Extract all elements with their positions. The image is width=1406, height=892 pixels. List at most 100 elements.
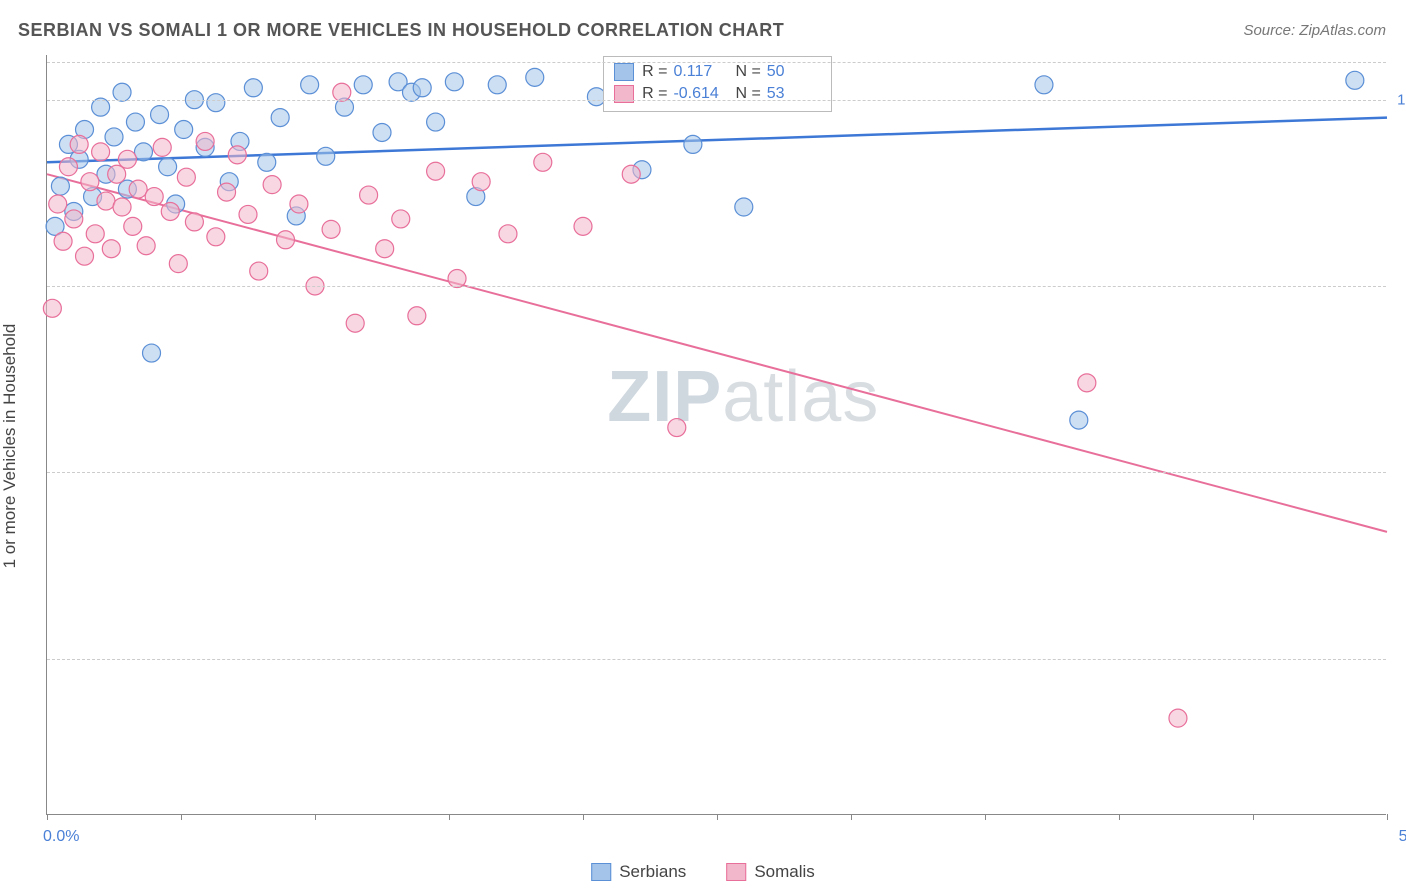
data-point bbox=[137, 237, 155, 255]
data-point bbox=[153, 138, 171, 156]
gridline bbox=[47, 100, 1386, 101]
legend-swatch bbox=[614, 63, 634, 81]
data-point bbox=[145, 188, 163, 206]
data-point bbox=[526, 68, 544, 86]
x-tick bbox=[851, 814, 852, 820]
data-point bbox=[126, 113, 144, 131]
data-point bbox=[250, 262, 268, 280]
data-point bbox=[1070, 411, 1088, 429]
data-point bbox=[376, 240, 394, 258]
data-point bbox=[207, 94, 225, 112]
legend-swatch bbox=[726, 863, 746, 881]
data-point bbox=[574, 217, 592, 235]
data-point bbox=[51, 177, 69, 195]
x-tick bbox=[1387, 814, 1388, 820]
data-point bbox=[159, 158, 177, 176]
data-point bbox=[244, 79, 262, 97]
x-axis-min-label: 0.0% bbox=[43, 828, 79, 846]
x-tick bbox=[181, 814, 182, 820]
data-point bbox=[488, 76, 506, 94]
data-point bbox=[218, 183, 236, 201]
gridline bbox=[47, 62, 1386, 63]
x-tick bbox=[717, 814, 718, 820]
data-point bbox=[65, 210, 83, 228]
plot-area: ZIPatlas 0.0% 50.0% R =0.117N =50R =-0.6… bbox=[46, 55, 1386, 815]
data-point bbox=[263, 176, 281, 194]
data-point bbox=[196, 132, 214, 150]
n-value: 50 bbox=[767, 63, 821, 81]
gridline bbox=[47, 659, 1386, 660]
y-tick-label: 87.5% bbox=[1390, 277, 1406, 294]
data-point bbox=[499, 225, 517, 243]
data-point bbox=[408, 307, 426, 325]
data-point bbox=[448, 270, 466, 288]
x-tick bbox=[449, 814, 450, 820]
data-point bbox=[271, 109, 289, 127]
plot-svg bbox=[47, 55, 1386, 814]
data-point bbox=[427, 162, 445, 180]
data-point bbox=[1035, 76, 1053, 94]
data-point bbox=[185, 213, 203, 231]
data-point bbox=[1078, 374, 1096, 392]
legend-label: Somalis bbox=[754, 862, 814, 882]
data-point bbox=[445, 73, 463, 91]
data-point bbox=[59, 158, 77, 176]
data-point bbox=[622, 165, 640, 183]
data-point bbox=[258, 153, 276, 171]
legend-label: Serbians bbox=[619, 862, 686, 882]
data-point bbox=[124, 217, 142, 235]
data-point bbox=[1346, 71, 1364, 89]
x-tick bbox=[1119, 814, 1120, 820]
data-point bbox=[290, 195, 308, 213]
y-axis-label: 1 or more Vehicles in Household bbox=[0, 324, 20, 569]
legend-stats-row: R =-0.614N =53 bbox=[614, 83, 821, 105]
data-point bbox=[228, 146, 246, 164]
data-point bbox=[49, 195, 67, 213]
data-point bbox=[43, 299, 61, 317]
data-point bbox=[684, 135, 702, 153]
gridline bbox=[47, 472, 1386, 473]
x-tick bbox=[315, 814, 316, 820]
data-point bbox=[108, 165, 126, 183]
gridline bbox=[47, 286, 1386, 287]
legend-swatch bbox=[591, 863, 611, 881]
source-label: Source: ZipAtlas.com bbox=[1243, 22, 1386, 39]
data-point bbox=[346, 314, 364, 332]
data-point bbox=[534, 153, 552, 171]
data-point bbox=[105, 128, 123, 146]
data-point bbox=[239, 205, 257, 223]
data-point bbox=[360, 186, 378, 204]
regression-line bbox=[47, 174, 1387, 532]
data-point bbox=[118, 150, 136, 168]
data-point bbox=[92, 98, 110, 116]
data-point bbox=[102, 240, 120, 258]
data-point bbox=[129, 180, 147, 198]
x-tick bbox=[47, 814, 48, 820]
data-point bbox=[76, 247, 94, 265]
data-point bbox=[668, 419, 686, 437]
legend-item: Somalis bbox=[726, 862, 814, 882]
data-point bbox=[175, 121, 193, 139]
data-point bbox=[134, 143, 152, 161]
data-point bbox=[97, 192, 115, 210]
data-point bbox=[169, 255, 187, 273]
data-point bbox=[86, 225, 104, 243]
y-tick-label: 75.0% bbox=[1390, 464, 1406, 481]
data-point bbox=[1169, 709, 1187, 727]
data-point bbox=[735, 198, 753, 216]
chart-title: SERBIAN VS SOMALI 1 OR MORE VEHICLES IN … bbox=[18, 20, 784, 41]
y-tick-label: 62.5% bbox=[1390, 650, 1406, 667]
data-point bbox=[427, 113, 445, 131]
data-point bbox=[277, 231, 295, 249]
x-tick bbox=[583, 814, 584, 820]
x-tick bbox=[1253, 814, 1254, 820]
data-point bbox=[373, 123, 391, 141]
x-tick bbox=[985, 814, 986, 820]
x-axis-max-label: 50.0% bbox=[1390, 828, 1406, 846]
data-point bbox=[322, 220, 340, 238]
chart-area: ZIPatlas 0.0% 50.0% R =0.117N =50R =-0.6… bbox=[46, 55, 1386, 815]
legend-item: Serbians bbox=[591, 862, 686, 882]
data-point bbox=[70, 135, 88, 153]
data-point bbox=[54, 232, 72, 250]
y-tick-label: 100.0% bbox=[1390, 91, 1406, 108]
